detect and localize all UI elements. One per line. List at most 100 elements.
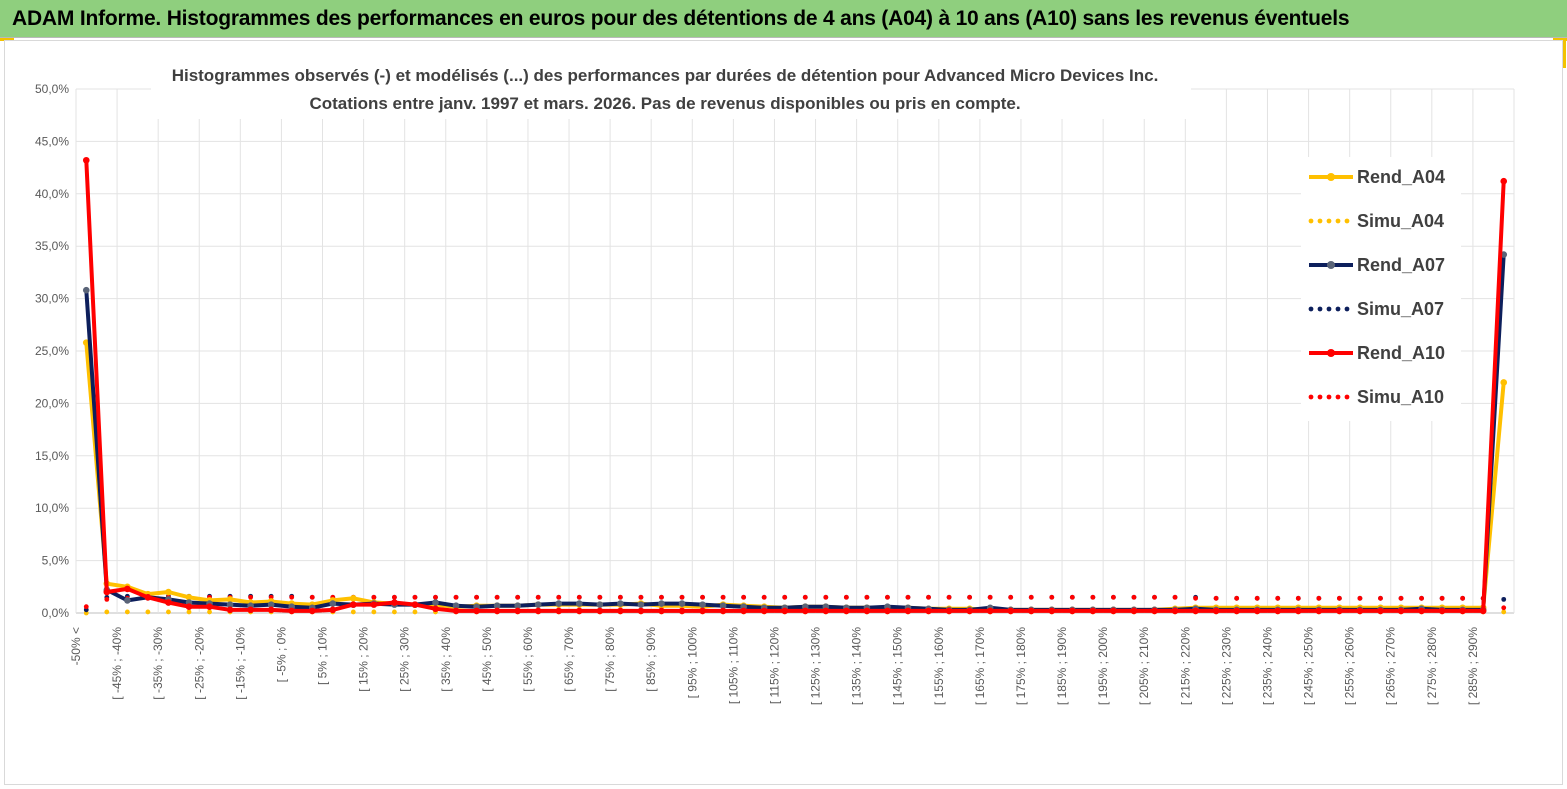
data-point-rend-a10 bbox=[1233, 607, 1240, 615]
x-tick-label: [ 185% ; 190% bbox=[1055, 627, 1069, 705]
data-point-rend-a10 bbox=[1048, 607, 1056, 615]
data-point-rend-a07 bbox=[329, 600, 337, 607]
dot-simu-a10 bbox=[1254, 595, 1260, 601]
data-point-rend-a07 bbox=[678, 600, 686, 607]
dot-simu-a10 bbox=[885, 594, 890, 600]
dot-simu-a10 bbox=[289, 594, 295, 600]
data-point-rend-a10 bbox=[432, 605, 439, 613]
x-tick-label: [ -35% ; -30% bbox=[151, 627, 165, 700]
dot-simu-a10 bbox=[987, 594, 993, 600]
dot-simu-a10 bbox=[700, 594, 705, 600]
data-point-rend-a10 bbox=[1110, 607, 1117, 615]
dot-simu-a07 bbox=[1501, 596, 1507, 602]
x-tick-label: [ 265% ; 270% bbox=[1384, 627, 1398, 705]
data-point-rend-a10 bbox=[822, 607, 830, 615]
dot-simu-a10 bbox=[1501, 605, 1507, 611]
x-tick-label: [ 25% ; 30% bbox=[398, 627, 412, 692]
x-tick-label: [ 95% ; 100% bbox=[685, 627, 699, 699]
dot-simu-a10 bbox=[1336, 595, 1342, 601]
dot-simu-a10 bbox=[659, 594, 664, 600]
x-tick-label: [ 275% ; 280% bbox=[1425, 627, 1439, 705]
dot-simu-a10 bbox=[1193, 595, 1198, 601]
y-tick-label: 10,0% bbox=[35, 501, 69, 515]
dot-simu-a10 bbox=[782, 594, 788, 600]
data-point-rend-a07 bbox=[699, 601, 706, 608]
data-point-rend-a10 bbox=[863, 607, 871, 615]
data-point-rend-a07 bbox=[124, 597, 131, 604]
data-point-rend-a10 bbox=[678, 607, 686, 615]
x-tick-label: [ -25% ; -20% bbox=[192, 627, 206, 700]
data-point-rend-a10 bbox=[760, 607, 768, 615]
dot-simu-a10 bbox=[104, 596, 110, 602]
data-point-rend-a10 bbox=[103, 588, 111, 596]
legend-swatch-dot-simu-a10 bbox=[1344, 394, 1350, 400]
corner-marker-right bbox=[1563, 38, 1566, 68]
data-point-rend-a10 bbox=[1171, 607, 1179, 615]
data-point-rend-a10 bbox=[699, 607, 706, 615]
data-point-rend-a10 bbox=[165, 599, 172, 606]
data-point-rend-a10 bbox=[1253, 607, 1261, 615]
dot-simu-a10 bbox=[1111, 594, 1116, 600]
legend-marker-rend-a07 bbox=[1327, 261, 1335, 269]
x-tick-label: [ 115% ; 120% bbox=[767, 627, 781, 704]
x-tick-label: [ 205% ; 210% bbox=[1137, 627, 1151, 705]
x-tick-label: [ 255% ; 260% bbox=[1343, 627, 1357, 705]
series-line-rend-a07 bbox=[84, 252, 1506, 612]
data-point-rend-a10 bbox=[350, 601, 357, 608]
data-point-rend-a10 bbox=[226, 606, 234, 614]
data-point-rend-a10 bbox=[986, 607, 994, 615]
chart-title-line-2: Cotations entre janv. 1997 et mars. 2026… bbox=[309, 94, 1020, 113]
dot-simu-a10 bbox=[679, 594, 685, 600]
legend-marker-rend-a04 bbox=[1327, 173, 1335, 181]
data-point-rend-a07 bbox=[658, 600, 665, 607]
data-point-rend-a10 bbox=[534, 607, 542, 615]
data-point-rend-a10 bbox=[1212, 607, 1220, 615]
data-point-rend-a07 bbox=[432, 599, 439, 606]
dot-simu-a04 bbox=[124, 609, 130, 615]
data-point-rend-a10 bbox=[82, 156, 90, 164]
dot-simu-a10 bbox=[1419, 595, 1424, 601]
x-tick-label: [ 105% ; 110% bbox=[726, 627, 740, 704]
dot-simu-a10 bbox=[1398, 595, 1404, 601]
x-tick-label: [ -15% ; -10% bbox=[233, 627, 247, 700]
legend-label-simu-a04: Simu_A04 bbox=[1357, 211, 1444, 231]
data-point-rend-a10 bbox=[1500, 177, 1508, 185]
legend-swatch-dot-simu-a07 bbox=[1326, 306, 1332, 312]
data-point-rend-a10 bbox=[945, 607, 953, 615]
dot-simu-a10 bbox=[433, 594, 438, 600]
data-point-rend-a10 bbox=[1274, 607, 1282, 615]
legend-marker-rend-a10 bbox=[1327, 349, 1335, 357]
y-tick-label: 15,0% bbox=[35, 449, 69, 463]
data-point-rend-a07 bbox=[226, 601, 234, 608]
chart-area: 0,0% 5,0% 10,0% 15,0% 20,0% 25,0% 30,0% 35,0% 40… bbox=[4, 40, 1563, 785]
y-tick-label: 0,0% bbox=[42, 606, 70, 620]
x-tick-label: [ 125% ; 130% bbox=[809, 627, 823, 705]
legend-swatch-dot-simu-a04 bbox=[1326, 218, 1332, 224]
x-tick-label: [ 15% ; 20% bbox=[357, 627, 371, 692]
dot-simu-a10 bbox=[638, 594, 644, 600]
dot-simu-a10 bbox=[1439, 595, 1445, 601]
dot-simu-a10 bbox=[1460, 595, 1466, 601]
legend-swatch-dot-simu-a07 bbox=[1317, 306, 1323, 312]
y-tick-label: 40,0% bbox=[35, 187, 69, 201]
x-tick-label: [ 55% ; 60% bbox=[521, 627, 535, 692]
data-point-rend-a10 bbox=[308, 607, 316, 615]
legend-swatch-dot-simu-a07 bbox=[1344, 306, 1350, 312]
legend-swatch-dot-simu-a04 bbox=[1317, 218, 1323, 224]
corner-marker-tr bbox=[1553, 38, 1567, 41]
y-tick-label: 30,0% bbox=[35, 292, 69, 306]
data-point-rend-a07 bbox=[555, 600, 563, 607]
data-point-rend-a10 bbox=[1315, 607, 1323, 615]
legend-swatch-dot-simu-a04 bbox=[1335, 218, 1341, 224]
x-tick-label: [ 175% ; 180% bbox=[1014, 627, 1028, 705]
data-point-rend-a10 bbox=[1027, 607, 1035, 615]
dot-simu-a10 bbox=[720, 594, 726, 600]
dot-simu-a10 bbox=[412, 594, 418, 600]
data-point-rend-a10 bbox=[1336, 607, 1343, 615]
dot-simu-a10 bbox=[802, 594, 808, 600]
data-point-rend-a10 bbox=[1356, 607, 1364, 615]
data-point-rend-a10 bbox=[370, 601, 378, 608]
dot-simu-a10 bbox=[843, 594, 849, 600]
dot-simu-a10 bbox=[1049, 594, 1055, 600]
x-tick-label: [ 225% ; 230% bbox=[1219, 627, 1233, 705]
